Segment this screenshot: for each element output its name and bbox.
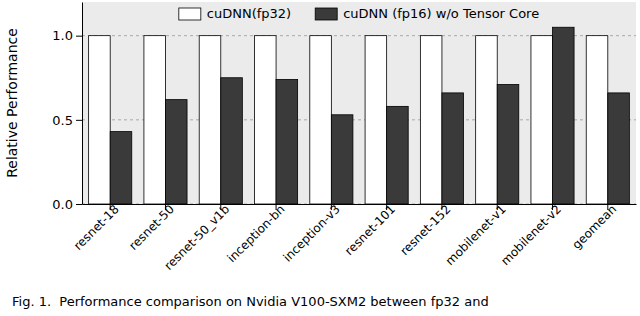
x-tick-label: geomean (569, 202, 619, 252)
bar (255, 36, 277, 204)
x-tick-label: inception-bn (225, 202, 288, 265)
y-tick: 1.0 (52, 28, 82, 43)
plot-background (82, 2, 636, 204)
legend: cuDNN(fp32) cuDNN (fp16) w/o Tensor Core (173, 3, 545, 23)
bar (553, 27, 575, 204)
chart: 0.0 0.5 1.0 resnet-18resnet-50resnet-50_v1b… (0, 0, 640, 316)
x-tick-label: resnet-18 (71, 202, 122, 253)
bar (420, 36, 442, 204)
x-tick: resnet-101 (342, 202, 398, 258)
bar (586, 36, 608, 204)
x-tick: resnet-18 (71, 202, 122, 253)
y-tick-label: 0.5 (52, 112, 73, 127)
y-tick: 0.5 (52, 112, 82, 127)
bar (331, 115, 353, 204)
legend-label: cuDNN(fp32) (207, 6, 291, 21)
bar (276, 79, 298, 204)
x-axis: resnet-18resnet-50resnet-50_v1binception… (71, 202, 636, 273)
legend-label: cuDNN (fp16) w/o Tensor Core (343, 6, 539, 21)
x-tick-label: resnet-101 (342, 202, 398, 258)
legend-swatch (179, 8, 201, 20)
y-tick-label: 1.0 (52, 28, 73, 43)
x-tick: inception-v3 (280, 202, 342, 264)
bars (89, 27, 630, 204)
bar (608, 93, 630, 204)
bar (442, 93, 464, 204)
y-axis: 0.0 0.5 1.0 (52, 3, 82, 212)
y-tick-mark (76, 120, 82, 121)
bar (144, 36, 166, 204)
x-tick: geomean (569, 202, 619, 252)
x-tick-label: resnet-50_v1b (162, 202, 233, 273)
x-tick: resnet-50_v1b (162, 202, 233, 273)
x-tick-label: mobilenet-v2 (498, 202, 564, 268)
x-tick: mobilenet-v2 (498, 202, 564, 268)
bar (387, 106, 409, 204)
y-tick-mark (76, 204, 82, 205)
bar (89, 36, 111, 204)
x-tick: inception-bn (225, 202, 288, 265)
bar (476, 36, 498, 204)
y-tick-label: 0.0 (52, 197, 73, 212)
legend-background (173, 3, 545, 23)
bar (199, 36, 221, 204)
x-tick-label: resnet-50 (126, 202, 177, 253)
bar (365, 36, 387, 204)
x-tick: resnet-152 (397, 202, 453, 258)
plot: 0.0 0.5 1.0 resnet-18resnet-50resnet-50_v1b… (52, 2, 636, 273)
bar (497, 84, 519, 204)
legend-item: cuDNN (fp16) w/o Tensor Core (315, 6, 539, 21)
y-tick-mark (76, 36, 82, 37)
legend-item: cuDNN(fp32) (179, 6, 291, 21)
y-axis-line (82, 3, 83, 205)
legend-swatch (315, 8, 337, 20)
x-tick-label: resnet-152 (397, 202, 453, 258)
x-tick: resnet-50 (126, 202, 177, 253)
y-axis-title: Relative Performance (4, 28, 20, 178)
bar (165, 100, 187, 204)
caption: Fig. 1. Performance comparison on Nvidia… (12, 294, 489, 309)
bar (221, 78, 243, 204)
bar (110, 132, 132, 204)
bar (531, 36, 553, 204)
bar (310, 36, 332, 204)
y-tick: 0.0 (52, 197, 82, 212)
x-tick-label: inception-v3 (280, 202, 342, 264)
